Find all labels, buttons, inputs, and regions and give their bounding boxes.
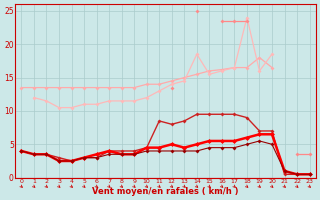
X-axis label: Vent moyen/en rafales ( km/h ): Vent moyen/en rafales ( km/h ) [92,187,239,196]
